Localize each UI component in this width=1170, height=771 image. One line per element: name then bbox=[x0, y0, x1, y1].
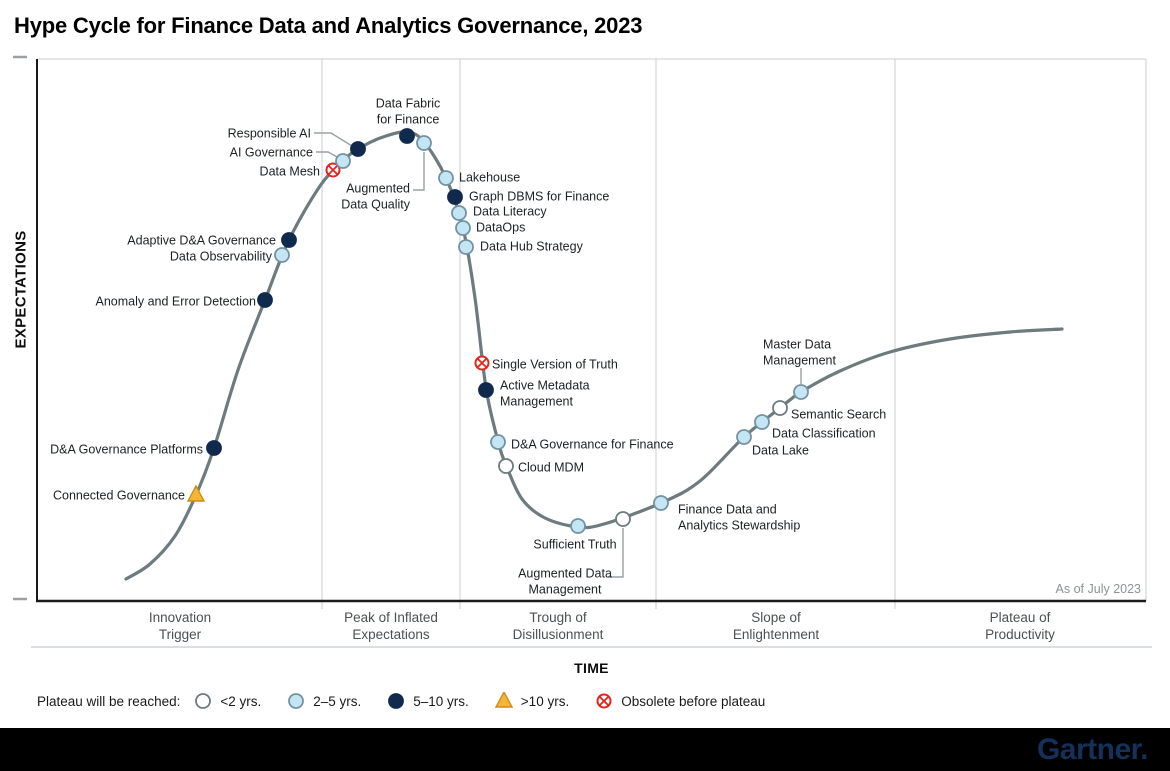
legend-marker-lt2-icon bbox=[195, 693, 212, 709]
label-sufficient-truth: Sufficient Truth bbox=[533, 538, 616, 552]
legend-item-2-yrs: <2 yrs. bbox=[194, 692, 261, 710]
marker-augmented-data-management bbox=[615, 511, 631, 527]
marker-single-version-of-truth bbox=[474, 355, 490, 371]
marker-finance-data-and-analytics-stewardship bbox=[653, 495, 669, 511]
connector-augmented-data-management bbox=[608, 528, 624, 578]
legend-marker-gt10-icon bbox=[494, 692, 513, 708]
marker-d-a-governance-platforms bbox=[206, 440, 222, 456]
marker-adaptive-d-a-governance bbox=[281, 232, 297, 248]
label-d-a-governance-platforms: D&A Governance Platforms bbox=[50, 443, 203, 457]
footer-bar: Gartner. bbox=[0, 728, 1170, 771]
legend-prefix: Plateau will be reached: bbox=[37, 693, 181, 709]
label-connected-governance: Connected Governance bbox=[53, 489, 185, 503]
legend-item-label: >10 yrs. bbox=[520, 693, 570, 709]
label-semantic-search: Semantic Search bbox=[791, 408, 886, 422]
phase-label-line: Productivity bbox=[985, 627, 1055, 642]
gartner-logo: Gartner. bbox=[1036, 732, 1149, 766]
marker-data-hub-strategy bbox=[458, 239, 474, 255]
connector-ai-governance bbox=[316, 151, 340, 159]
marker-data-classification bbox=[754, 414, 770, 430]
marker-cloud-mdm bbox=[498, 458, 514, 474]
label-lakehouse: Lakehouse bbox=[459, 171, 520, 185]
marker-semantic-search bbox=[772, 400, 788, 416]
legend-item-5-10-yrs: 5–10 yrs. bbox=[387, 692, 469, 710]
phase-label-slope-of-enlightenment: Slope of Enlightenment bbox=[666, 609, 886, 643]
phase-label-line: Trough of bbox=[529, 610, 587, 625]
phase-label-innovation-trigger: Innovation Trigger bbox=[70, 609, 290, 643]
legend-marker-5to10-icon bbox=[388, 693, 405, 709]
label-single-version-of-truth: Single Version of Truth bbox=[492, 358, 618, 372]
marker-active-metadata-management bbox=[478, 382, 494, 398]
phase-label-line: Plateau of bbox=[989, 610, 1051, 625]
marker-responsible-ai bbox=[350, 141, 366, 157]
label-data-hub-strategy: Data Hub Strategy bbox=[480, 240, 584, 254]
phase-label-line: Peak of Inflated bbox=[344, 610, 438, 625]
label-graph-dbms-for-finance: Graph DBMS for Finance bbox=[469, 190, 609, 204]
marker-sufficient-truth bbox=[570, 518, 586, 534]
as-of-label: As of July 2023 bbox=[1055, 582, 1141, 596]
label-data-observability: Data Observability bbox=[170, 250, 273, 264]
phase-label-line: Enlightenment bbox=[732, 627, 820, 642]
legend-marker-2to5-icon bbox=[288, 693, 305, 709]
label-dataops: DataOps bbox=[476, 221, 525, 235]
label-anomaly-and-error-detection: Anomaly and Error Detection bbox=[96, 295, 257, 309]
chart-title: Hype Cycle for Finance Data and Analytic… bbox=[14, 13, 643, 38]
connector-responsible-ai bbox=[314, 132, 353, 147]
phase-label-plateau-of-productivity: Plateau of Productivity bbox=[910, 609, 1130, 643]
label-augmented-data-quality: Augmented Data Quality bbox=[341, 182, 411, 212]
label-cloud-mdm: Cloud MDM bbox=[518, 461, 584, 475]
legend-item-label: 5–10 yrs. bbox=[413, 693, 469, 709]
label-data-literacy: Data Literacy bbox=[473, 205, 547, 219]
label-finance-data-and-analytics-stewardship: Finance Data and Analytics Stewardship bbox=[678, 503, 800, 533]
label-d-a-governance-for-finance: D&A Governance for Finance bbox=[511, 438, 674, 452]
marker-ai-governance bbox=[335, 153, 351, 169]
label-data-mesh: Data Mesh bbox=[260, 165, 320, 179]
marker-data-observability bbox=[274, 247, 290, 263]
marker-d-a-governance-for-finance bbox=[490, 434, 506, 450]
legend-item-10-yrs: >10 yrs. bbox=[494, 692, 570, 710]
plateau-legend: Plateau will be reached: <2 yrs. 2–5 yrs.… bbox=[37, 689, 791, 713]
phase-label-line: Slope of bbox=[751, 610, 801, 625]
label-master-data-management: Master Data Management bbox=[763, 338, 836, 368]
phase-label-line: Innovation bbox=[148, 610, 212, 625]
marker-data-mesh bbox=[325, 162, 341, 178]
connector-augmented-data-quality bbox=[413, 152, 425, 191]
marker-data-literacy bbox=[451, 205, 467, 221]
phase-label-line: Trigger bbox=[158, 627, 202, 642]
marker-master-data-management bbox=[793, 384, 809, 400]
label-ai-governance: AI Governance bbox=[230, 146, 313, 160]
legend-item-label: <2 yrs. bbox=[220, 693, 262, 709]
marker-connected-governance bbox=[186, 484, 206, 502]
x-axis-label: TIME bbox=[574, 660, 609, 676]
legend-marker-obsolete-icon bbox=[596, 693, 612, 709]
marker-augmented-data-quality bbox=[416, 135, 432, 151]
label-augmented-data-management: Augmented Data Management bbox=[518, 567, 612, 597]
marker-graph-dbms-for-finance bbox=[447, 189, 463, 205]
marker-anomaly-and-error-detection bbox=[257, 292, 273, 308]
marker-dataops bbox=[455, 220, 471, 236]
phase-label-trough-of-disillusionment: Trough of Disillusionment bbox=[448, 609, 668, 643]
label-data-classification: Data Classification bbox=[772, 427, 876, 441]
label-adaptive-d-a-governance: Adaptive D&A Governance bbox=[127, 234, 276, 248]
legend-item-2-5-yrs: 2–5 yrs. bbox=[287, 692, 361, 710]
label-active-metadata-management: Active Metadata Management bbox=[500, 379, 590, 409]
phase-label-peak-of-inflated-expectations: Peak of Inflated Expectations bbox=[281, 609, 501, 643]
legend-item-label: Obsolete before plateau bbox=[621, 693, 766, 709]
label-data-fabric-for-finance: Data Fabric for Finance bbox=[376, 97, 441, 127]
hype-curve bbox=[124, 130, 1064, 581]
marker-lakehouse bbox=[438, 170, 454, 186]
label-responsible-ai: Responsible AI bbox=[228, 127, 311, 141]
marker-data-fabric-for-finance bbox=[399, 128, 415, 144]
phase-label-line: Disillusionment bbox=[512, 627, 604, 642]
label-data-lake: Data Lake bbox=[752, 444, 809, 458]
marker-data-lake bbox=[736, 429, 752, 445]
legend-item-label: 2–5 yrs. bbox=[313, 693, 362, 709]
legend-item-obsolete-before-plateau: Obsolete before plateau bbox=[595, 692, 765, 710]
phase-label-line: Expectations bbox=[352, 627, 430, 642]
